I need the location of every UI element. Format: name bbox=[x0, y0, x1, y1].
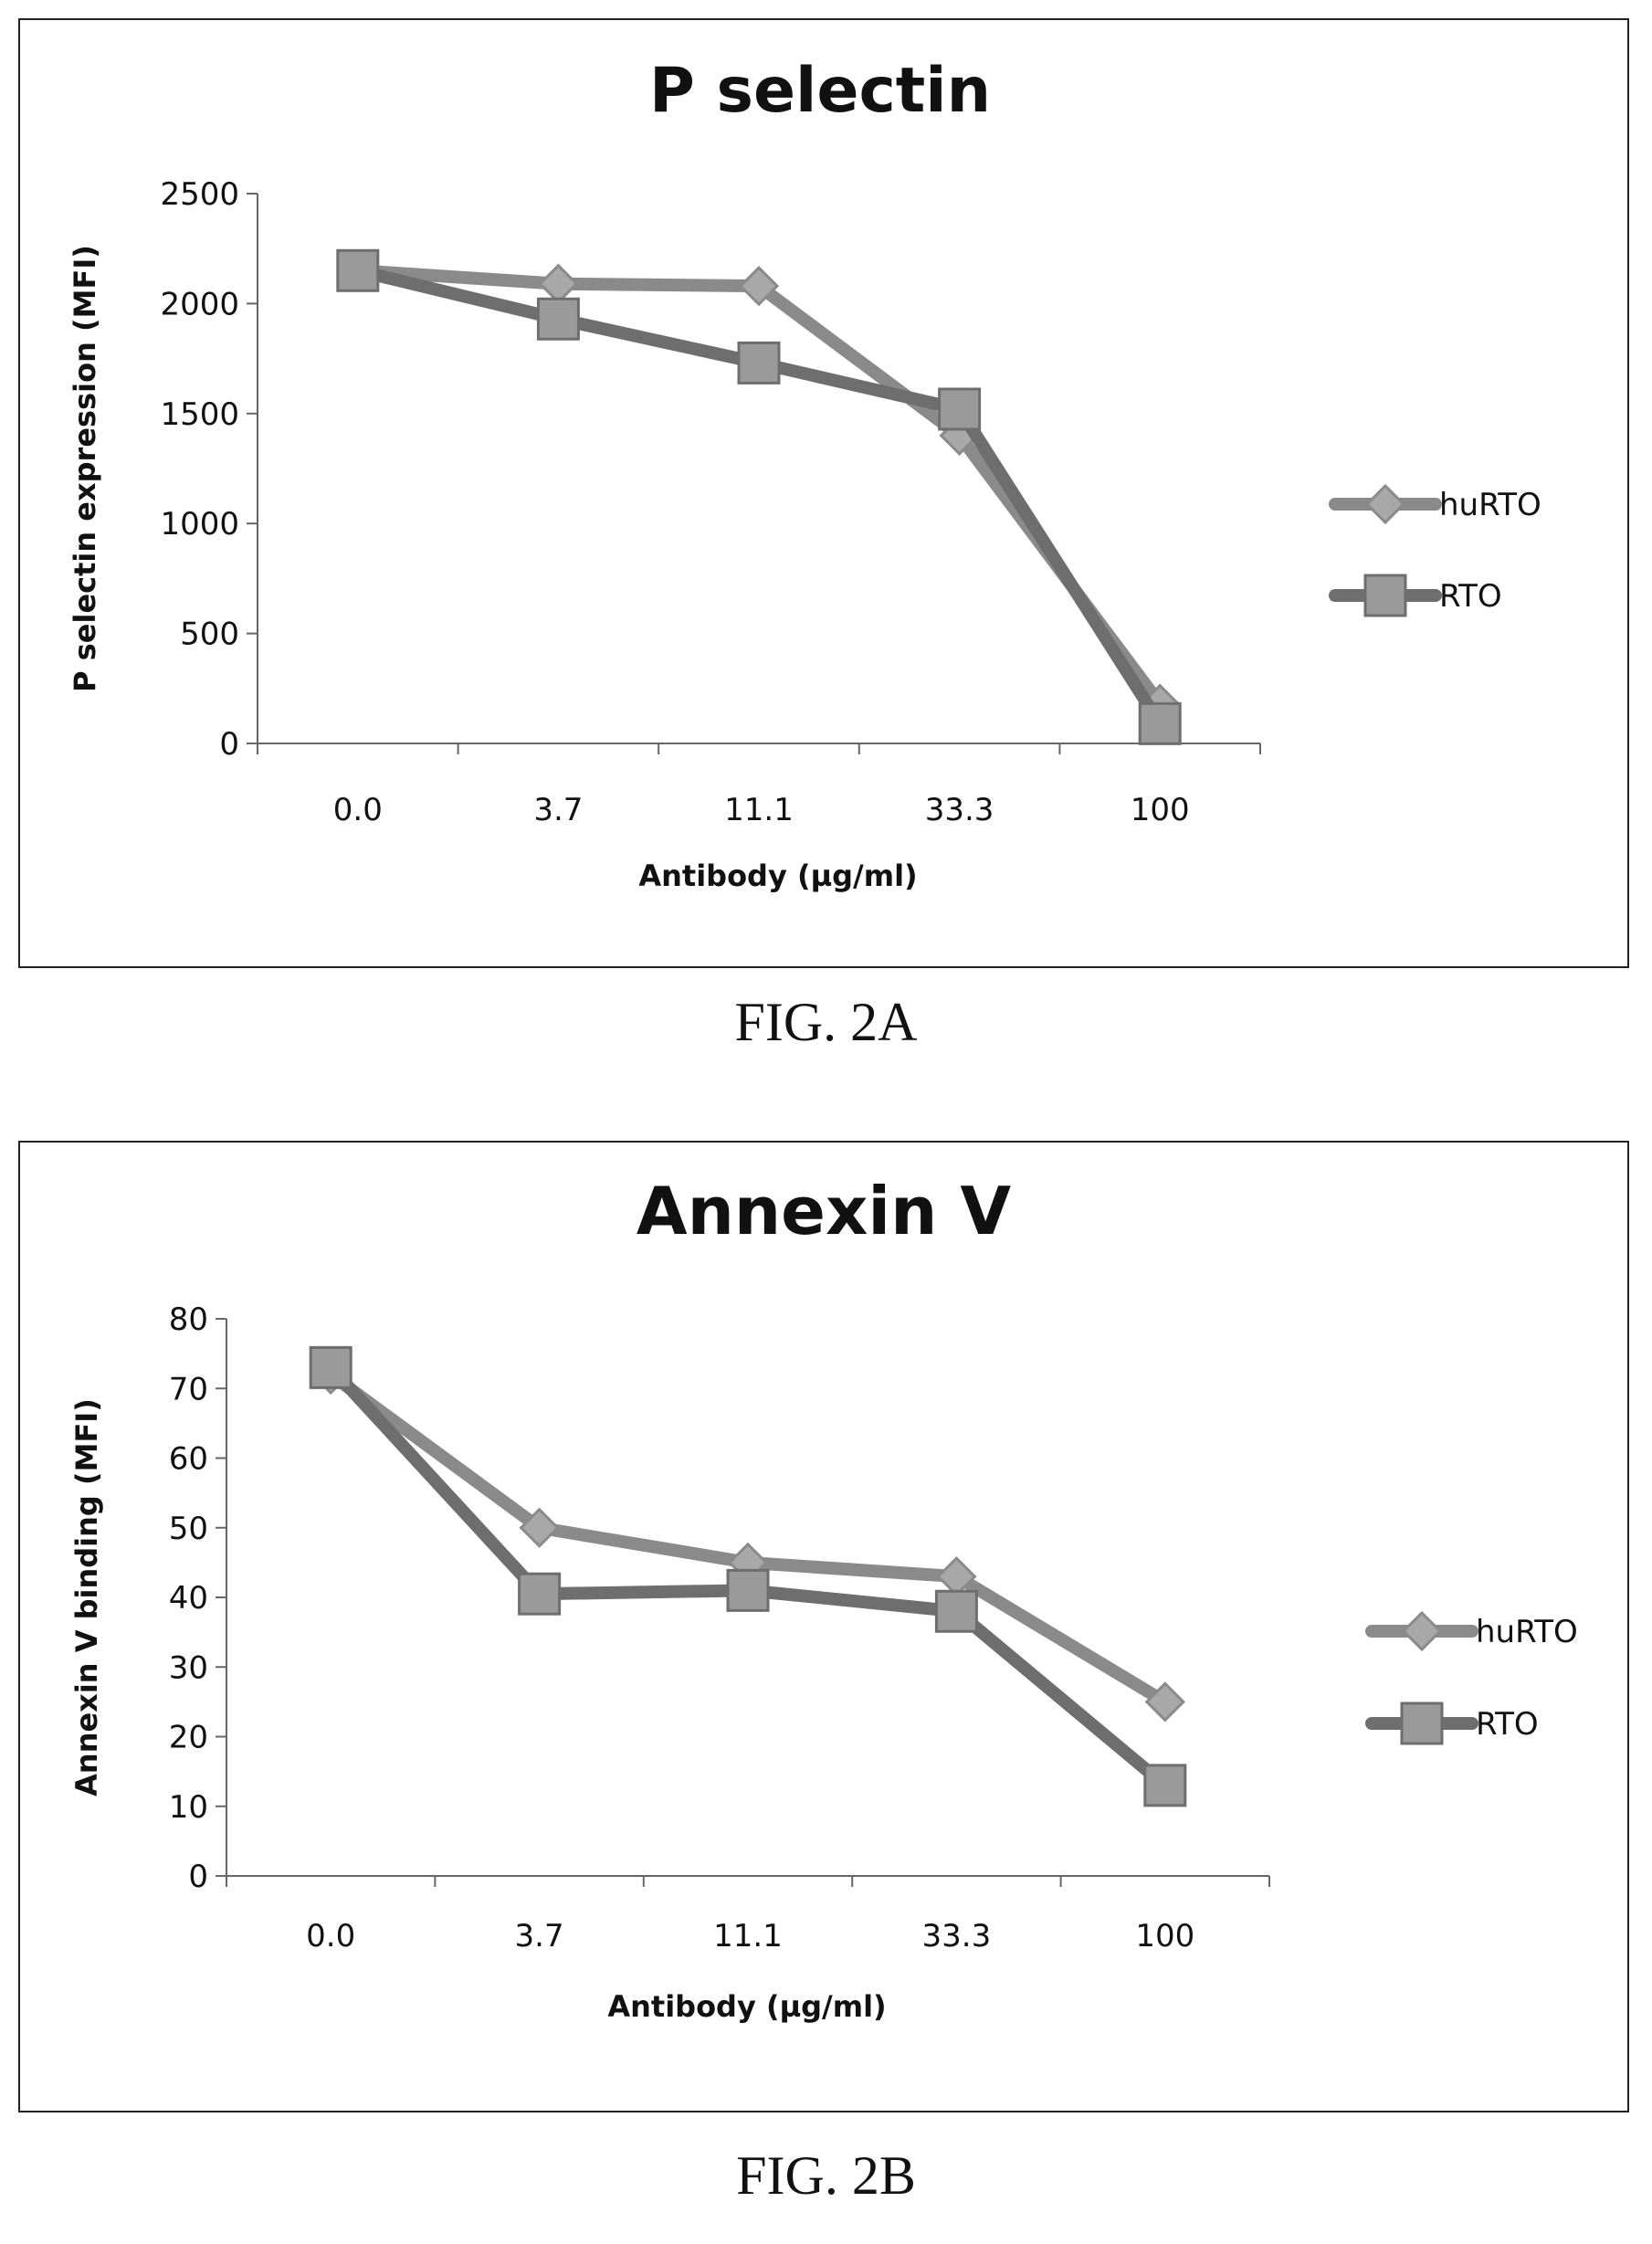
annexin-v-x-tick-label: 100 bbox=[1135, 1918, 1194, 1954]
annexin-v-y-tick-label: 50 bbox=[169, 1511, 208, 1547]
p-selectin-x-axis-label: Antibody (µg/ml) bbox=[638, 859, 917, 893]
annexin-v-rto-point bbox=[518, 1572, 562, 1616]
p-selectin-legend-marker-hurto bbox=[1364, 483, 1406, 525]
annexin-v-legend-label-hurto: huRTO bbox=[1476, 1614, 1578, 1650]
annexin-v-x-tick-label: 3.7 bbox=[515, 1918, 564, 1954]
annexin-v-y-tick-label: 80 bbox=[169, 1301, 208, 1338]
p-selectin-chart: P selectin 0 500 1000 1500 2000 2500 0.0 3.7 11.1… bbox=[68, 55, 1542, 893]
annexin-v-hurto-point bbox=[519, 1507, 560, 1548]
annexin-v-chart: Annexin V 0 10 20 30 40 50 60 70 80 0.0 3.7 11.1 33.3… bbox=[69, 1173, 1578, 2024]
annexin-v-y-tick-label: 70 bbox=[169, 1371, 208, 1407]
p-selectin-y-tick-label: 500 bbox=[180, 616, 239, 653]
annexin-v-y-tick-label: 20 bbox=[169, 1720, 208, 1756]
annexin-v-rto-point bbox=[726, 1568, 770, 1612]
p-selectin-rto-point bbox=[536, 297, 580, 341]
p-selectin-rto-point bbox=[1138, 701, 1182, 745]
annexin-v-y-tick-label: 10 bbox=[169, 1789, 208, 1826]
p-selectin-legend-label-rto: RTO bbox=[1439, 578, 1502, 615]
p-selectin-hurto-point bbox=[538, 263, 579, 304]
p-selectin-x-tick-label: 0.0 bbox=[333, 792, 383, 828]
chart-panel-p-selectin: P selectin 0 500 1000 1500 2000 2500 0.0 3.7 11.1… bbox=[18, 18, 1629, 968]
annexin-v-x-tick-label: 11.1 bbox=[713, 1918, 783, 1954]
annexin-v-x-tick-label: 0.0 bbox=[306, 1918, 355, 1954]
annexin-v-x-axis-label: Antibody (µg/ml) bbox=[607, 1989, 886, 2024]
figure-label-2b: FIG. 2B bbox=[736, 2145, 916, 2206]
p-selectin-hurto-point bbox=[738, 266, 780, 307]
annexin-v-chart-title: Annexin V bbox=[637, 1173, 1012, 1249]
chart-panel-annexin-v: Annexin V 0 10 20 30 40 50 60 70 80 0.0 3.7 11.1 33.3… bbox=[18, 1141, 1629, 2112]
annexin-v-y-tick-label: 40 bbox=[169, 1580, 208, 1617]
p-selectin-legend-label-hurto: huRTO bbox=[1439, 487, 1542, 523]
annexin-v-x-tick-label: 33.3 bbox=[922, 1918, 992, 1954]
p-selectin-x-tick-label: 33.3 bbox=[925, 792, 994, 828]
figure-label-2a: FIG. 2A bbox=[734, 992, 918, 1052]
p-selectin-rto-point bbox=[336, 248, 380, 292]
annexin-v-y-tick-label: 30 bbox=[169, 1649, 208, 1686]
annexin-v-y-tick-label: 0 bbox=[188, 1859, 208, 1895]
annexin-v-rto-point bbox=[934, 1589, 978, 1633]
p-selectin-y-axis-label: P selectin expression (MFI) bbox=[68, 245, 102, 692]
p-selectin-y-tick-label: 1000 bbox=[160, 506, 239, 543]
p-selectin-y-tick-label: 0 bbox=[219, 726, 239, 763]
p-selectin-rto-point bbox=[737, 341, 781, 385]
p-selectin-y-tick-label: 1500 bbox=[160, 396, 239, 433]
p-selectin-x-tick-label: 100 bbox=[1131, 792, 1190, 828]
annexin-v-rto-point bbox=[1143, 1764, 1187, 1807]
p-selectin-rto-point bbox=[938, 387, 982, 431]
annexin-v-legend-marker-rto bbox=[1400, 1701, 1444, 1745]
p-selectin-x-tick-label: 11.1 bbox=[724, 792, 794, 828]
annexin-v-y-tick-label: 60 bbox=[169, 1441, 208, 1478]
annexin-v-legend-marker-hurto bbox=[1401, 1610, 1443, 1652]
annexin-v-hurto-point bbox=[1144, 1681, 1185, 1723]
annexin-v-series-line-hurto bbox=[324, 1368, 1172, 1709]
p-selectin-x-tick-label: 3.7 bbox=[533, 792, 583, 828]
annexin-v-rto-point bbox=[309, 1345, 352, 1389]
annexin-v-y-axis-label: Annexin V binding (MFI) bbox=[69, 1398, 104, 1796]
annexin-v-legend-label-rto: RTO bbox=[1476, 1706, 1539, 1743]
p-selectin-series-line-rto bbox=[351, 264, 1167, 731]
p-selectin-legend-marker-rto bbox=[1363, 574, 1407, 617]
p-selectin-y-tick-label: 2000 bbox=[160, 286, 239, 322]
p-selectin-chart-title: P selectin bbox=[649, 55, 991, 127]
p-selectin-y-tick-label: 2500 bbox=[160, 176, 239, 213]
p-selectin-series-line-hurto bbox=[351, 264, 1167, 711]
